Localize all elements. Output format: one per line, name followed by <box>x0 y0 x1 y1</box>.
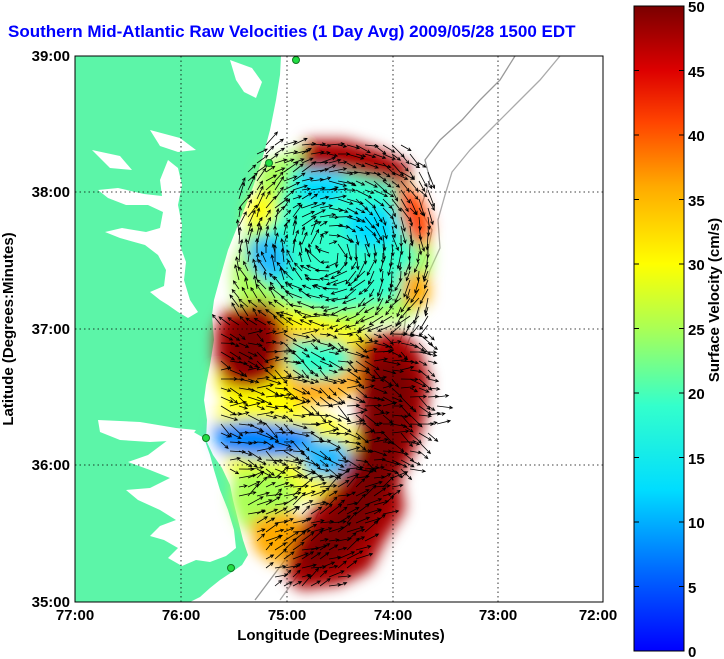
colorbar: 50 45 40 35 30 25 20 15 10 5 0 Surface V… <box>633 0 723 659</box>
plot-frame <box>74 55 604 603</box>
colorbar-tick-label: 10 <box>688 515 705 532</box>
station-marker <box>265 159 273 167</box>
map-title: Southern Mid-Atlantic Raw Velocities (1 … <box>8 22 576 41</box>
y-tick-label: 35:00 <box>32 594 70 611</box>
delaware-bay <box>230 60 262 98</box>
y-axis: 39:00 38:00 37:00 36:00 35:00 Latitude (… <box>0 48 70 611</box>
x-tick-label: 75:00 <box>268 607 306 624</box>
colorbar-tick-label: 35 <box>688 193 705 210</box>
x-tick-label: 77:00 <box>56 607 94 624</box>
y-tick-label: 38:00 <box>32 184 70 201</box>
x-tick-label: 74:00 <box>374 607 412 624</box>
colorbar-tick-label: 15 <box>688 451 705 468</box>
station-marker <box>202 434 210 442</box>
colorbar-scale <box>633 5 685 652</box>
colorbar-tick-label: 25 <box>688 322 705 339</box>
colorbar-tick-label: 20 <box>688 386 705 403</box>
station-marker <box>292 56 300 64</box>
grid-lines <box>75 56 603 602</box>
colorbar-tick-label: 40 <box>688 128 705 145</box>
map-plot-area <box>74 55 604 603</box>
velocity-vectors <box>211 131 454 587</box>
colorbar-tick-label: 0 <box>688 644 696 659</box>
colorbar-tick-label: 50 <box>688 0 705 16</box>
colorbar-tick-label: 5 <box>688 580 696 597</box>
albemarle-sound <box>98 420 196 442</box>
colorbar-tick-label: 45 <box>688 64 705 81</box>
colorbar-tick-label: 30 <box>688 257 705 274</box>
y-axis-label: Latitude (Degrees:Minutes) <box>0 232 17 425</box>
x-axis-label: Longitude (Degrees:Minutes) <box>237 627 445 644</box>
x-tick-label: 72:00 <box>579 607 617 624</box>
y-tick-label: 39:00 <box>32 48 70 65</box>
hf-radar-stations <box>202 56 300 572</box>
station-marker <box>227 564 235 572</box>
chesapeake-bay <box>98 160 198 318</box>
delmarva-bays <box>92 130 196 170</box>
x-axis: 77:00 76:00 75:00 74:00 73:00 72:00 Long… <box>56 607 617 644</box>
x-tick-label: 73:00 <box>479 607 517 624</box>
y-tick-label: 37:00 <box>32 321 70 338</box>
x-tick-label: 76:00 <box>162 607 200 624</box>
colorbar-label: Surface Velocity (cm/s) <box>706 218 723 382</box>
y-tick-label: 36:00 <box>32 457 70 474</box>
